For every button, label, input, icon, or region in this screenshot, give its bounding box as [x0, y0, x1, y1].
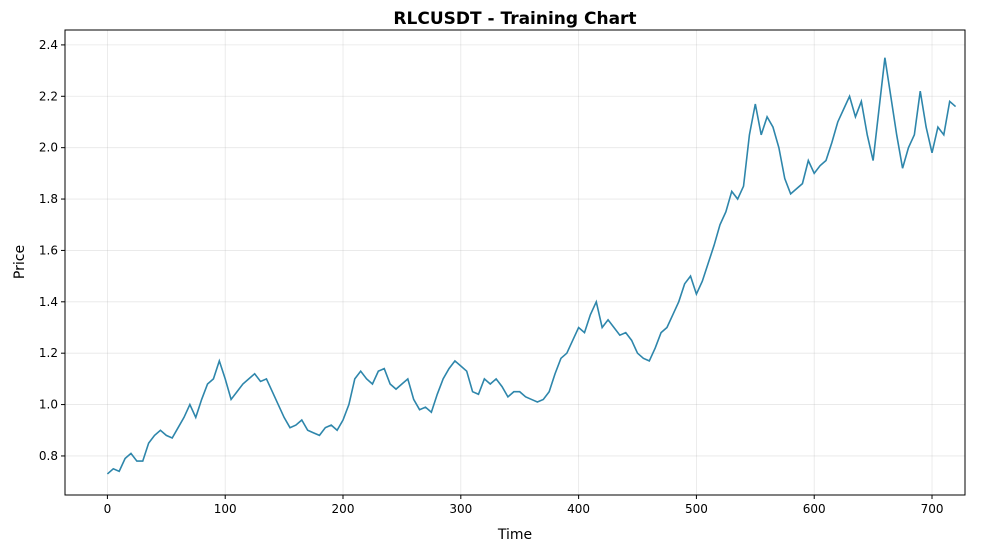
chart-title: RLCUSDT - Training Chart: [393, 9, 636, 29]
y-tick-label: 1.4: [39, 295, 58, 309]
y-tick-label: 2.0: [39, 141, 58, 155]
x-tick-label: 300: [449, 502, 472, 516]
y-tick-label: 1.2: [39, 346, 58, 360]
x-tick-label: 600: [803, 502, 826, 516]
y-tick-label: 1.6: [39, 243, 58, 257]
x-axis-label: Time: [497, 527, 532, 543]
y-tick-label: 2.2: [39, 89, 58, 103]
x-tick-label: 400: [567, 502, 590, 516]
plot-frame: [64, 29, 966, 496]
x-tick-label: 700: [921, 502, 944, 516]
y-tick-label: 1.0: [39, 398, 58, 412]
y-tick-label: 0.8: [39, 449, 58, 463]
x-tick-label: 0: [104, 502, 112, 516]
price-line: [106, 57, 957, 475]
y-axis-label: Price: [12, 245, 28, 279]
x-tick-label: 500: [685, 502, 708, 516]
x-tick-label: 200: [332, 502, 355, 516]
y-tick-label: 1.8: [39, 192, 58, 206]
y-tick-label: 2.4: [39, 38, 58, 52]
x-tick-label: 100: [214, 502, 237, 516]
